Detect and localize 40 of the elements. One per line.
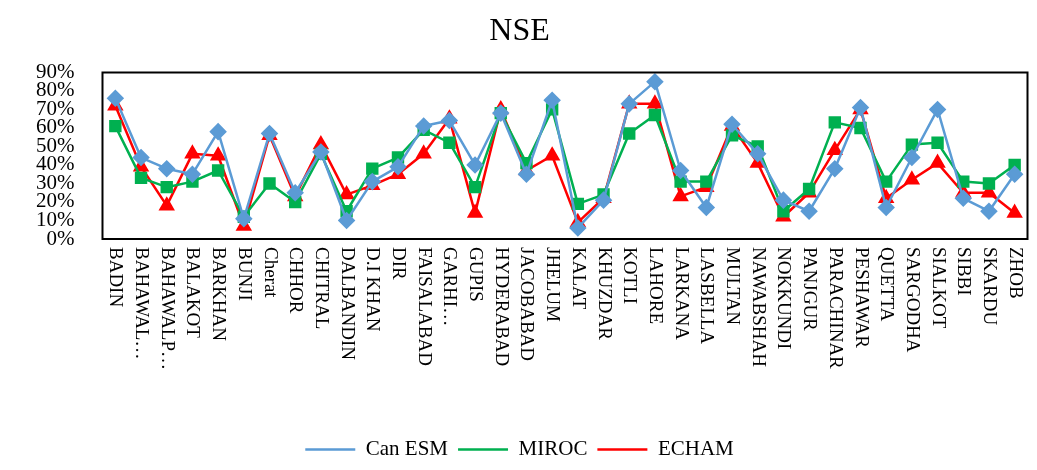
x-tick-label: PESHAWAR [851,247,873,349]
x-tick-label: BAHAWAL… [132,247,154,360]
x-tick-label: DIR [389,247,410,281]
legend-label: MIROC [518,436,588,461]
x-tick-label: LAHORE [645,247,667,325]
x-tick-label: SARGODHA [902,247,924,353]
legend-label: ECHAM [657,436,735,461]
x-tick-label: SIALKOT [928,247,950,329]
x-tick-label: LARKANA [671,247,693,341]
x-tick-label: JHELUM [543,247,565,323]
x-tick-label: JACOBABAD [517,247,539,362]
x-tick-label: BADIN [106,247,128,308]
x-tick-label: CHHOR [286,247,308,314]
x-tick-label: DALBANDIN [337,247,359,361]
x-tick-label: D.I KHAN [363,247,385,332]
x-tick-label: MULTAN [723,247,745,326]
x-tick-label: KALAT [568,247,590,310]
x-tick-label: PARACHINAR [825,247,847,370]
x-tick-label: QUETTA [877,247,899,322]
chart-title: NSE [489,10,550,47]
x-tick-label: ZHOB [1005,247,1027,299]
x-tick-label: SIBBI [954,247,976,296]
x-tick-label: Cherat [260,247,282,299]
x-tick-label: BUNJI [234,247,256,301]
x-tick-label: KOTLI [620,247,642,304]
x-tick-label: PANJGUR [800,247,822,332]
x-tick-label: BAHAWALP… [157,247,179,371]
x-tick-label: LASBELLA [697,247,719,345]
x-tick-label: FAISALABAD [414,247,436,366]
x-tick-label: NAWABSHAH [748,247,770,368]
x-tick-label: BARKHAN [209,247,231,342]
x-tick-label: NOKKUNDI [774,247,796,350]
x-tick-label: GUPIS [466,247,488,302]
x-tick-label: HYDERABAD [491,247,513,367]
x-tick-label: GARHI… [440,247,462,327]
legend-label: Can ESM [365,436,449,461]
x-tick-label: KHUZDAR [594,247,616,341]
x-tick-label: BALAKOT [183,247,205,339]
x-tick-label: SKARDU [979,247,1001,326]
x-tick-label: CHITRAL [311,247,333,330]
